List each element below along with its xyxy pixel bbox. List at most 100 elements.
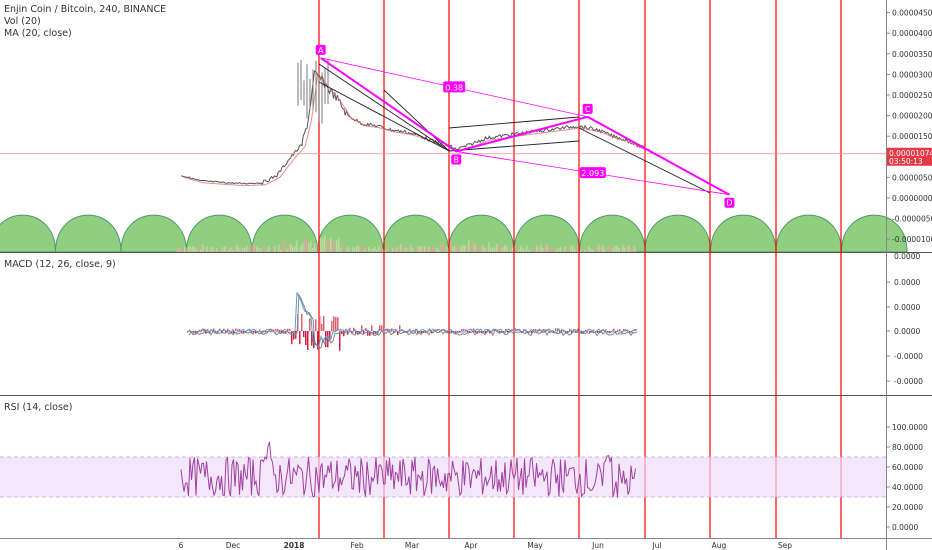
macd-histogram-bar [301, 313, 303, 331]
volume-bar [332, 239, 334, 252]
macd-histogram-bar [571, 331, 573, 334]
volume-bar [628, 245, 630, 252]
volume-bar [432, 245, 434, 252]
macd-histogram-bar [557, 328, 559, 331]
macd-histogram-bar [325, 331, 327, 348]
pattern-point-label: D [726, 199, 732, 208]
volume-bar [220, 248, 222, 252]
macd-histogram-bar [417, 331, 419, 334]
pattern-point-label: B [454, 155, 460, 164]
macd-histogram-bar [205, 331, 207, 334]
volume-bar [272, 247, 274, 252]
volume-bar [412, 247, 414, 252]
volume-bar [632, 246, 634, 252]
volume-bar [358, 245, 360, 252]
macd-histogram-bar [383, 327, 385, 331]
rsi-tick-label: 40.0000 [892, 483, 923, 492]
volume-bar [510, 249, 512, 252]
volume-bar [436, 247, 438, 252]
volume-bar [562, 249, 564, 252]
macd-histogram-bar [525, 329, 527, 331]
macd-histogram-bar [575, 331, 577, 333]
volume-bar [344, 249, 346, 252]
volume-bar [568, 248, 570, 252]
volume-bar [600, 244, 602, 252]
volume-bar [536, 245, 538, 252]
volume-bar [478, 246, 480, 252]
volume-bar [604, 249, 606, 252]
volume-bar [408, 245, 410, 252]
macd-histogram-bar [341, 331, 343, 335]
macd-histogram-bar [505, 329, 507, 331]
volume-bar [326, 239, 328, 252]
volume-bar [456, 245, 458, 252]
volume-bar [428, 246, 430, 252]
volume-bar [546, 244, 548, 252]
volume-bar [606, 246, 608, 252]
volume-bar [616, 245, 618, 252]
macd-histogram-bar [617, 329, 619, 331]
volume-bar [410, 244, 412, 252]
macd-tick-label: 0.0000 [894, 327, 920, 336]
volume-bar [330, 237, 332, 252]
macd-histogram-bar [585, 329, 587, 331]
volume-bar [522, 247, 524, 252]
volume-bar [468, 239, 470, 252]
volume-bar [244, 248, 246, 252]
volume-bar [558, 247, 560, 252]
macd-histogram-bar [287, 328, 289, 331]
volume-bar [618, 247, 620, 252]
volume-bar [520, 245, 522, 252]
volume-bar [554, 247, 556, 252]
volume-bar [624, 248, 626, 252]
macd-histogram-bar [315, 319, 317, 331]
volume-bar [496, 244, 498, 252]
macd-histogram-bar [291, 331, 293, 345]
volume-bar [542, 248, 544, 252]
volume-bar [362, 247, 364, 252]
macd-histogram-bar [303, 331, 305, 338]
volume-bar [374, 246, 376, 252]
volume-bar [572, 244, 574, 252]
volume-bar [466, 246, 468, 252]
trend-line [318, 63, 450, 152]
macd-histogram-bar [485, 331, 487, 334]
volume-bar [178, 249, 180, 252]
macd-histogram-bar [555, 328, 557, 331]
time-axis-label: Jun [591, 541, 604, 550]
volume-bar [592, 249, 594, 252]
macd-histogram-bar [613, 328, 615, 331]
macd-histogram-bar [319, 316, 321, 331]
macd-histogram-bar [625, 329, 627, 331]
volume-bar [246, 245, 248, 252]
volume-bar [548, 247, 550, 252]
volume-bar [574, 249, 576, 252]
volume-bar [202, 244, 204, 252]
volume-bar [262, 245, 264, 252]
macd-histogram-bar [355, 331, 357, 335]
volume-bar [602, 245, 604, 252]
macd-histogram-bar [623, 328, 625, 331]
volume-bar [354, 247, 356, 252]
ratio-badge [579, 167, 606, 179]
volume-label: Vol (20) [4, 16, 41, 27]
volume-bar [630, 247, 632, 252]
macd-histogram-bar [391, 328, 393, 331]
macd-histogram-bar [473, 328, 475, 331]
volume-bar [500, 247, 502, 252]
volume-bar [498, 242, 500, 252]
macd-histogram-bar [307, 331, 309, 350]
macd-histogram-bar [421, 331, 423, 334]
volume-bar [424, 246, 426, 252]
volume-bar [430, 247, 432, 252]
volume-bar [458, 245, 460, 252]
volume-bar [286, 248, 288, 252]
volume-bar [206, 245, 208, 252]
volume-bar [324, 235, 326, 252]
volume-bar [190, 247, 192, 252]
volume-bar [352, 246, 354, 252]
volume-bar [582, 248, 584, 252]
